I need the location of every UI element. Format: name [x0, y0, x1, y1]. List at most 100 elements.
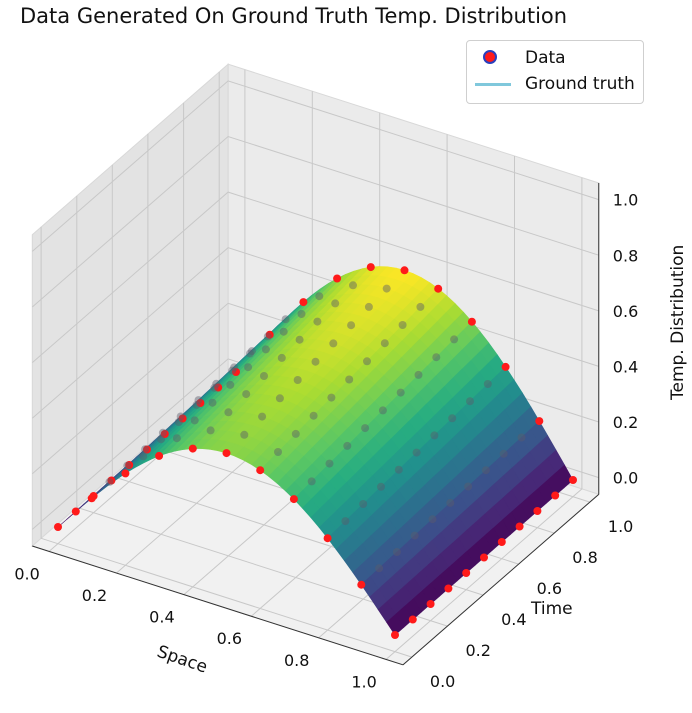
data-point — [481, 466, 490, 475]
data-point — [71, 507, 80, 516]
data-point — [448, 414, 457, 423]
data-point — [467, 317, 476, 326]
data-point — [54, 523, 62, 531]
data-point — [244, 363, 253, 372]
data-point — [281, 315, 290, 324]
legend-data-marker — [483, 50, 497, 64]
legend-item-data: Data — [467, 45, 643, 71]
data-point — [315, 292, 324, 301]
data-point — [141, 445, 150, 454]
data-point — [295, 335, 304, 344]
data-point — [501, 362, 510, 371]
grid-line-z — [31, 191, 599, 363]
data-point — [143, 445, 151, 454]
data-point — [174, 418, 183, 426]
data-point — [188, 444, 197, 453]
data-point — [327, 393, 336, 402]
data-point — [125, 461, 134, 469]
data-point — [464, 482, 473, 491]
data-point — [293, 376, 302, 384]
data-point — [343, 441, 352, 450]
data-point — [105, 477, 114, 486]
z-axis-label: Temp. Distribution — [668, 245, 688, 401]
data-point — [377, 482, 385, 491]
data-point — [378, 406, 387, 415]
y-tick-label: 0.2 — [466, 641, 491, 660]
data-point — [444, 584, 453, 593]
legend-item-ground-truth: Ground truth — [467, 71, 643, 97]
x-tick-label: 0.6 — [217, 629, 242, 648]
data-point — [446, 498, 455, 507]
data-point — [345, 375, 354, 384]
z-tick-label: 0.6 — [613, 302, 638, 321]
data-point — [172, 434, 181, 443]
x-tick-label: 0.4 — [149, 608, 174, 627]
data-point — [410, 531, 419, 540]
data-point — [323, 534, 332, 543]
data-point — [178, 414, 187, 423]
data-point — [196, 399, 205, 407]
x-tick-label: 0.0 — [14, 564, 39, 583]
data-point — [299, 298, 308, 307]
data-point — [462, 569, 471, 577]
z-tick-label: 1.0 — [613, 191, 638, 210]
data-point — [483, 380, 492, 388]
data-point — [228, 366, 237, 375]
data-points — [54, 263, 577, 639]
data-point — [277, 353, 286, 362]
data-point — [242, 390, 251, 399]
chart-title: Data Generated On Ground Truth Temp. Dis… — [20, 4, 568, 28]
data-point — [414, 370, 423, 379]
data-point — [499, 449, 508, 458]
data-point — [176, 412, 185, 421]
data-point — [208, 398, 217, 407]
data-point — [359, 500, 368, 508]
data-point — [311, 357, 320, 366]
x-tick-label: 0.2 — [82, 586, 107, 605]
data-point — [265, 330, 274, 339]
data-point — [275, 394, 284, 403]
legend-line-marker — [475, 83, 511, 86]
data-point — [408, 615, 417, 624]
data-point — [247, 347, 256, 356]
data-point — [363, 357, 371, 366]
data-point — [279, 327, 288, 336]
data-point — [87, 494, 96, 503]
data-point — [123, 461, 132, 470]
data-point — [297, 310, 306, 318]
data-point — [210, 383, 219, 392]
data-point — [121, 469, 130, 478]
grid-line-z — [31, 80, 599, 252]
data-point — [232, 368, 240, 376]
y-tick-label: 0.0 — [430, 672, 455, 691]
legend: Data Ground truth — [466, 40, 644, 104]
data-point — [364, 302, 373, 311]
z-tick-label: 0.2 — [613, 413, 638, 432]
data-point — [533, 507, 542, 515]
data-point — [329, 339, 338, 348]
legend-label: Ground truth — [525, 74, 635, 94]
data-point — [274, 448, 282, 456]
data-point — [258, 412, 267, 421]
data-point — [450, 335, 459, 344]
data-point — [331, 299, 340, 308]
data-point — [309, 411, 318, 420]
data-point — [426, 600, 435, 608]
grid-line-y — [76, 195, 448, 627]
data-point — [256, 466, 265, 475]
data-point — [157, 435, 165, 444]
data-point — [392, 548, 401, 556]
data-point — [194, 396, 203, 405]
x-tick-label: 0.8 — [284, 651, 309, 670]
data-point — [313, 317, 322, 326]
data-point — [366, 263, 375, 272]
grid-line-x — [385, 177, 583, 660]
data-point — [396, 388, 405, 397]
data-point — [325, 459, 334, 468]
data-point — [160, 430, 169, 438]
y-tick-label: 0.6 — [537, 579, 562, 598]
data-point — [416, 302, 425, 311]
data-point — [400, 266, 409, 275]
y-tick-label: 1.0 — [608, 517, 633, 536]
grid-line-z — [31, 135, 599, 308]
